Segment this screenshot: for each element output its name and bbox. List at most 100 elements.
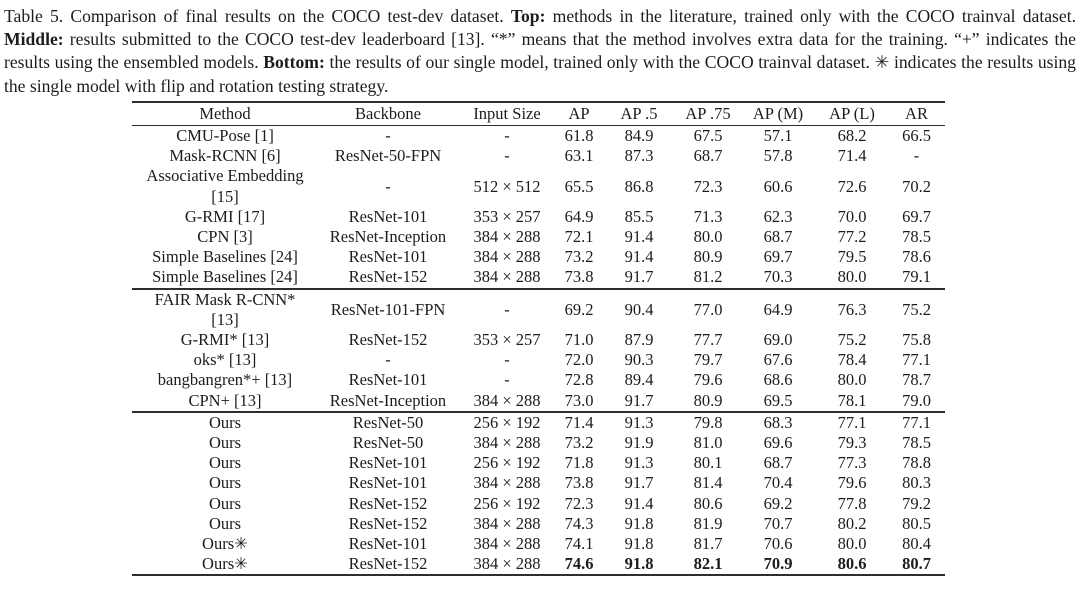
ap50-cell: 91.7 — [624, 473, 654, 493]
method-cell: FAIR Mask R-CNN* [13] — [154, 289, 296, 329]
ar-cell: 79.0 — [902, 390, 931, 410]
ar-cell: 80.4 — [902, 534, 931, 554]
ar-cell: 78.8 — [902, 453, 931, 473]
column-header: AP .75 — [676, 102, 740, 126]
backbone-cell: ResNet-Inception — [329, 227, 447, 247]
table-header: Method Backbone Input Size AP AP .5 AP .75 AP … — [132, 102, 945, 126]
method-cell: Ours — [208, 513, 242, 533]
ap75-cell: 79.8 — [693, 412, 723, 432]
backbone-cell: - — [385, 350, 391, 370]
table-row: Associative Embedding [15] - 512 × 512 65.5 8… — [132, 166, 945, 206]
method-cell: Ours — [208, 473, 242, 493]
column-header: Input Size — [458, 102, 556, 126]
table-caption: Table 5. Comparison of final results on … — [4, 5, 1076, 98]
input-size-cell: - — [504, 146, 510, 166]
ap-cell: 73.2 — [564, 433, 594, 453]
method-cell: Simple Baselines [24] — [152, 247, 298, 267]
input-size-cell: 384 × 288 — [473, 534, 541, 554]
table-row: Ours ResNet-152 384 × 288 74.3 91.8 81.9 70.7 8… — [132, 514, 945, 534]
ar-cell: 66.5 — [902, 126, 931, 145]
ar-cell: 80.7 — [902, 554, 931, 574]
table-row: Ours✳ ResNet-152 384 × 288 74.6 91.8 82.1 70.9… — [132, 554, 945, 575]
apl-cell: 79.6 — [837, 473, 867, 493]
apl-cell: 80.0 — [837, 267, 867, 287]
backbone-cell: ResNet-50 — [352, 412, 424, 432]
backbone-cell: ResNet-101 — [348, 247, 428, 267]
input-size-cell: 512 × 512 — [473, 176, 541, 196]
ap-cell: 69.2 — [564, 299, 594, 319]
method-cell: oks* [13] — [193, 350, 257, 370]
caption-segment: Table 5. Comparison of final results on … — [4, 6, 511, 26]
apl-cell: 77.3 — [837, 453, 867, 473]
method-cell: CPN [3] — [197, 227, 253, 247]
ap75-cell: 79.7 — [693, 350, 723, 370]
section-middle: FAIR Mask R-CNN* [13] ResNet-101-FPN - 69.2 9… — [132, 288, 945, 412]
apm-cell: 70.6 — [763, 534, 793, 554]
table-row: G-RMI [17] ResNet-101 353 × 257 64.9 85.5 71.… — [132, 207, 945, 227]
apm-cell: 57.8 — [763, 146, 793, 166]
method-cell: Ours — [208, 412, 242, 432]
ap75-cell: 81.0 — [693, 433, 723, 453]
backbone-cell: ResNet-152 — [348, 513, 428, 533]
ap75-cell: 82.1 — [693, 554, 723, 574]
section-top: CMU-Pose [1] - -61.8 84.9 67.5 57.1 68.2 66.5 Ma… — [132, 126, 945, 289]
ar-cell: 77.1 — [902, 412, 931, 432]
backbone-cell: ResNet-152 — [348, 267, 428, 287]
ap75-cell: 81.4 — [693, 473, 723, 493]
ap-cell: 63.1 — [564, 146, 594, 166]
table-row: Simple Baselines [24] ResNet-101 384 × 288… — [132, 247, 945, 267]
backbone-cell: ResNet-101 — [348, 473, 428, 493]
column-header: AP .5 — [602, 102, 676, 126]
ap50-cell: 85.5 — [624, 206, 654, 226]
ap-cell: 61.8 — [564, 126, 594, 145]
header-row: Method Backbone Input Size AP AP .5 AP .75 AP … — [132, 102, 945, 126]
apm-cell: 68.7 — [763, 227, 793, 247]
input-size-cell: 384 × 288 — [473, 267, 541, 287]
ap75-cell: 67.5 — [693, 126, 723, 145]
ap75-cell: 71.3 — [693, 206, 723, 226]
results-table: Method Backbone Input Size AP AP .5 AP .75 AP … — [132, 101, 945, 577]
apm-cell: 62.3 — [763, 206, 793, 226]
ap75-cell: 68.7 — [693, 146, 723, 166]
apl-cell: 68.2 — [837, 126, 867, 145]
backbone-cell: ResNet-50 — [352, 433, 424, 453]
table-row: Ours ResNet-101 256 × 192 71.8 91.3 80.1 68.7 7… — [132, 453, 945, 473]
apm-cell: 69.0 — [763, 330, 793, 350]
column-header: AP (L) — [816, 102, 888, 126]
ap-cell: 71.4 — [564, 412, 594, 432]
table-row: Ours ResNet-50 384 × 288 73.2 91.9 81.0 69.6 79… — [132, 433, 945, 453]
apl-cell: 80.0 — [837, 370, 867, 390]
method-cell: CMU-Pose [1] — [176, 126, 274, 145]
apm-cell: 68.6 — [763, 370, 793, 390]
input-size-cell: 256 × 192 — [473, 493, 541, 513]
ap-cell: 72.0 — [564, 350, 594, 370]
input-size-cell: - — [504, 350, 510, 370]
apl-cell: 77.8 — [837, 493, 867, 513]
apm-cell: 70.3 — [763, 267, 793, 287]
apm-cell: 67.6 — [763, 350, 793, 370]
ap50-cell: 89.4 — [624, 370, 654, 390]
method-cell: Ours — [208, 453, 242, 473]
ap-cell: 72.8 — [564, 370, 594, 390]
backbone-cell: ResNet-50-FPN — [334, 146, 442, 166]
backbone-cell: ResNet-101-FPN — [330, 299, 446, 319]
ap-cell: 72.1 — [564, 227, 594, 247]
column-header: Backbone — [318, 102, 458, 126]
method-cell: G-RMI* [13] — [180, 330, 270, 350]
table-row: Ours✳ ResNet-101 384 × 288 74.1 91.8 81.7 70.6… — [132, 534, 945, 554]
column-header: AR — [888, 102, 945, 126]
ap-cell: 74.6 — [564, 554, 594, 574]
backbone-cell: ResNet-101 — [348, 206, 428, 226]
method-cell: CPN+ [13] — [188, 390, 262, 410]
backbone-cell: ResNet-101 — [348, 534, 428, 554]
ap50-cell: 91.7 — [624, 267, 654, 287]
ap-cell: 74.1 — [564, 534, 594, 554]
ap75-cell: 80.6 — [693, 493, 723, 513]
ap50-cell: 87.3 — [624, 146, 654, 166]
apl-cell: 75.2 — [837, 330, 867, 350]
ar-cell: 79.1 — [902, 267, 931, 287]
ap-cell: 64.9 — [564, 206, 594, 226]
table-row: FAIR Mask R-CNN* [13] ResNet-101-FPN - 69.2 9… — [132, 289, 945, 330]
input-size-cell: 384 × 288 — [473, 554, 541, 574]
column-header: AP — [556, 102, 602, 126]
